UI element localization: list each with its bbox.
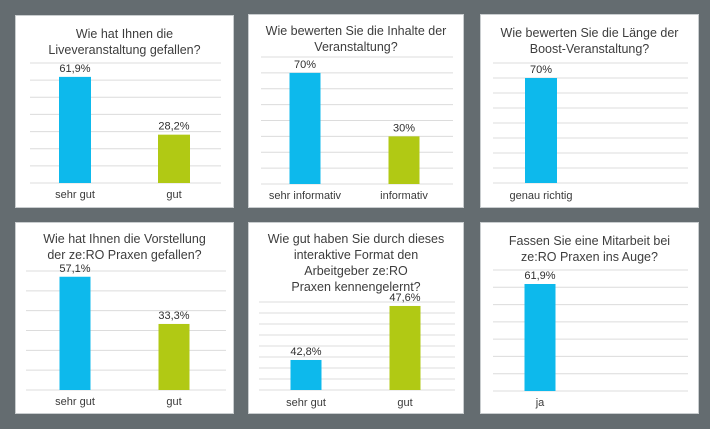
bar-chart: 70% sehr informativ 30% informativ xyxy=(261,56,453,202)
data-label: 57,1% xyxy=(59,263,90,275)
bar xyxy=(59,276,91,390)
category-label: genau richtig xyxy=(510,190,573,202)
bar xyxy=(524,284,556,391)
chart-title: Wie gut haben Sie durch dieses interakti… xyxy=(267,232,445,294)
data-label: 47,6% xyxy=(389,292,420,304)
category-label: gut xyxy=(166,396,181,408)
data-label: 28,2% xyxy=(158,121,189,133)
category-label: sehr gut xyxy=(55,189,95,201)
bar-chart: 42,8% sehr gut 47,6% gut xyxy=(259,292,455,409)
chart-title: Wie hat Ihnen die Liveveranstaltung gefa… xyxy=(48,27,201,57)
chart-title: Fassen Sie eine Mitarbeit bei ze:RO Prax… xyxy=(508,234,671,264)
data-label: 70% xyxy=(530,64,552,76)
bar-chart: 57,1% sehr gut 33,3% gut xyxy=(26,263,226,408)
chart-panel-liveveranstaltung: Wie hat Ihnen die Liveveranstaltung gefa… xyxy=(15,15,234,208)
bar xyxy=(158,134,190,183)
bar xyxy=(525,78,557,183)
category-label: sehr informativ xyxy=(269,190,342,202)
bar-chart: 70% genau richtig xyxy=(493,62,688,202)
chart-title: Wie bewerten Sie die Länge der Boost-Ver… xyxy=(500,26,679,56)
data-label: 61,9% xyxy=(59,63,90,75)
category-label: informativ xyxy=(380,190,428,202)
bar xyxy=(389,305,421,390)
chart-title: Wie hat Ihnen die Vorstellung der ze:RO … xyxy=(43,232,206,262)
category-label: sehr gut xyxy=(55,396,95,408)
category-label: ja xyxy=(535,397,545,409)
bar-chart: 61,9% ja xyxy=(493,269,688,409)
data-label: 33,3% xyxy=(158,310,189,322)
data-label: 42,8% xyxy=(290,346,321,358)
chart-panel-inhalte: Wie bewerten Sie die Inhalte der Veranst… xyxy=(248,14,464,208)
chart-panel-mitarbeit: Fassen Sie eine Mitarbeit bei ze:RO Prax… xyxy=(480,222,699,414)
data-label: 61,9% xyxy=(524,270,555,282)
chart-panel-vorstellung: Wie hat Ihnen die Vorstellung der ze:RO … xyxy=(15,222,234,414)
bar xyxy=(290,359,322,390)
category-label: sehr gut xyxy=(286,397,326,409)
chart-panel-laenge: Wie bewerten Sie die Länge der Boost-Ver… xyxy=(480,14,699,208)
bar xyxy=(158,323,190,390)
data-label: 30% xyxy=(393,122,415,134)
bar xyxy=(289,72,321,184)
bar xyxy=(59,76,91,183)
bar-chart: 61,9% sehr gut 28,2% gut xyxy=(30,62,221,201)
data-label: 70% xyxy=(294,59,316,71)
bar xyxy=(388,136,420,184)
chart-title: Wie bewerten Sie die Inhalte der Veranst… xyxy=(265,24,447,54)
category-label: gut xyxy=(166,189,181,201)
chart-panel-kennengelernt: Wie gut haben Sie durch dieses interakti… xyxy=(248,222,464,414)
category-label: gut xyxy=(397,397,412,409)
